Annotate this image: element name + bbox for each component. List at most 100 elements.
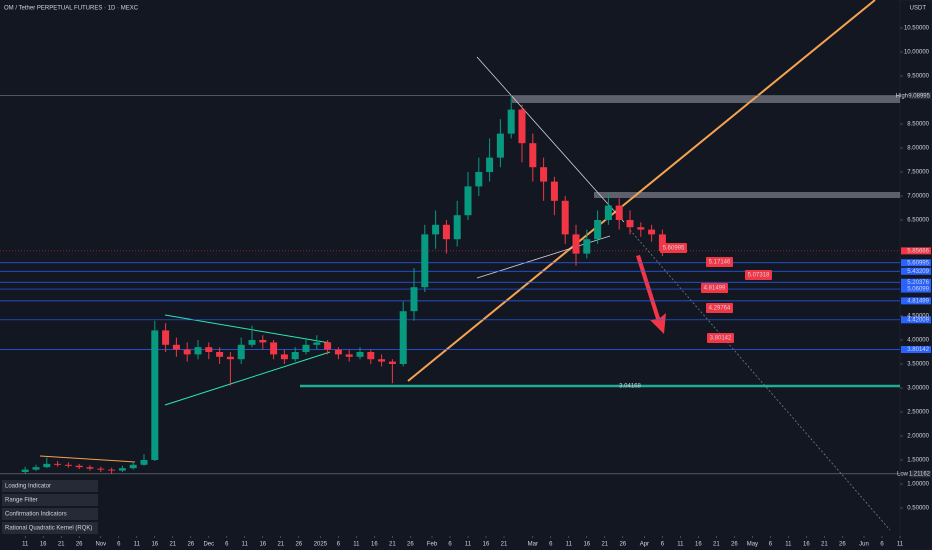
candle-body: [637, 227, 645, 230]
candle-body: [313, 342, 321, 345]
level-label: 5.43209: [907, 269, 929, 275]
target-label: 5.17146: [709, 260, 731, 266]
extreme-label: 1.21162: [909, 471, 931, 477]
x-tick-label: 6: [880, 542, 884, 548]
x-tick-label: 16: [695, 542, 702, 548]
candle-body: [658, 234, 666, 252]
candle-body: [518, 109, 526, 144]
candle-body: [529, 143, 537, 168]
x-tick-label: 6: [661, 542, 665, 548]
level-tag: [901, 278, 931, 286]
level-tag: [901, 285, 931, 293]
indicator-label: Range Filter: [5, 498, 38, 504]
candle-body: [226, 356, 234, 360]
x-tick-label: 2025: [314, 542, 328, 548]
candle-body: [302, 344, 310, 352]
x-tick-label: 16: [803, 542, 810, 548]
y-tick-label: 2.00000: [907, 434, 929, 440]
y-tick-label: 1.00000: [907, 482, 929, 488]
target-label: 5.60995: [663, 246, 685, 252]
candle-body: [129, 464, 137, 469]
candle-body: [270, 342, 278, 355]
x-tick-label: 21: [58, 542, 65, 548]
x-tick-label: 21: [389, 542, 396, 548]
x-tick-label: 11: [897, 542, 904, 548]
candle-body: [216, 352, 224, 357]
x-tick-label: 11: [134, 542, 141, 548]
x-tick-label: 21: [169, 542, 176, 548]
level-label: 3.80142: [907, 347, 929, 353]
candle-body: [162, 330, 170, 345]
title: OM / Tether PERPETUAL FUTURES · 1D · MEX…: [4, 6, 139, 12]
candle-body: [140, 460, 148, 465]
target-tag: [660, 243, 687, 253]
indicator-row: [2, 494, 98, 506]
candle-body: [442, 224, 450, 240]
target-tag: [706, 257, 733, 267]
y-tick-label: 1.50000: [907, 458, 929, 464]
last-price-label: 5.85666: [907, 248, 929, 254]
candle-body: [151, 330, 159, 460]
x-tick-label: 26: [76, 542, 83, 548]
y-tick-label: 0.50000: [907, 506, 929, 512]
x-tick-label: 16: [40, 542, 47, 548]
candle-body: [97, 468, 105, 470]
level-label: 5.60995: [907, 260, 929, 266]
x-tick-label: 26: [187, 542, 194, 548]
candle-body: [475, 172, 483, 187]
x-tick-label: 6: [769, 542, 773, 548]
candle-body: [399, 311, 407, 364]
x-tick-label: 6: [337, 542, 341, 548]
indicator-row: [2, 508, 98, 520]
y-tick-label: 10.00000: [904, 50, 930, 56]
x-tick-label: 26: [619, 542, 626, 548]
x-tick-label: 21: [821, 542, 828, 548]
y-tick-label: 8.50000: [907, 122, 929, 128]
x-tick-label: 16: [151, 542, 158, 548]
target-tag: [745, 270, 772, 280]
extreme-name: Low: [897, 471, 909, 477]
x-tick-label: 16: [259, 542, 266, 548]
x-tick-label: 21: [601, 542, 608, 548]
candle-body: [86, 467, 94, 469]
candle-body: [118, 468, 126, 471]
x-tick-label: Apr: [640, 542, 649, 548]
candle-body: [507, 109, 515, 134]
x-tick-label: 6: [549, 542, 553, 548]
currency: USDT: [910, 6, 927, 12]
down-arrow: [636, 255, 666, 334]
target-tag: [701, 283, 728, 293]
candle-body: [43, 463, 51, 468]
candle-body: [432, 224, 440, 235]
candle-body: [172, 344, 180, 350]
candle-body: [572, 234, 580, 254]
price-axis: [899, 0, 932, 550]
level-tag: [901, 259, 931, 267]
candle-body: [604, 205, 612, 220]
x-tick-label: May: [747, 542, 758, 548]
candle-body: [648, 229, 656, 235]
level-label: 4.42009: [907, 317, 929, 323]
candle-body: [345, 354, 353, 357]
target-label: 5.07318: [748, 273, 770, 279]
level-label: 4.81499: [907, 298, 929, 304]
indicator-panel: Loading Indicator Range Filter Confirmatio…: [2, 480, 98, 534]
candle-body: [378, 359, 386, 362]
x-tick-label: 26: [731, 542, 738, 548]
extreme-name: High: [896, 93, 908, 99]
target-tag: [706, 303, 733, 313]
x-tick-label: 16: [483, 542, 490, 548]
candle-body: [356, 352, 364, 357]
candle-body: [453, 215, 461, 240]
candle-body: [615, 205, 623, 220]
indicator-row: [2, 522, 98, 534]
candle-body: [54, 463, 62, 465]
triangle: [164, 351, 331, 406]
candle-body: [194, 347, 202, 355]
candle-body: [388, 361, 396, 364]
x-tick-label: 26: [407, 542, 414, 548]
x-tick-label: 6: [448, 542, 452, 548]
candle-body: [410, 287, 418, 312]
y-tick-label: 10.50000: [904, 26, 930, 32]
